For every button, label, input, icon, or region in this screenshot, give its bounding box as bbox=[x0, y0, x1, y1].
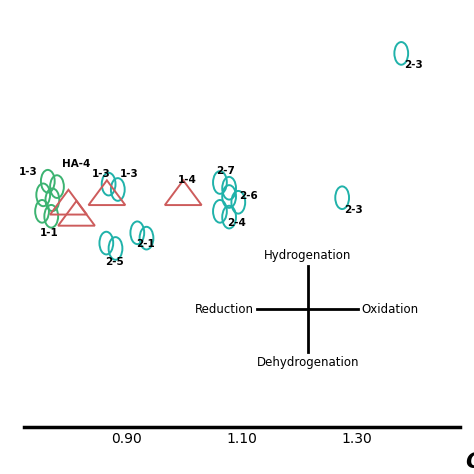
Text: Oxidation: Oxidation bbox=[361, 302, 418, 316]
Text: 2-7: 2-7 bbox=[216, 166, 235, 176]
Text: Hydrogenation: Hydrogenation bbox=[264, 249, 351, 263]
Text: 2-1: 2-1 bbox=[136, 239, 155, 249]
Text: 1-3: 1-3 bbox=[120, 169, 139, 179]
Text: 2-3: 2-3 bbox=[344, 205, 363, 215]
Text: Dehydrogenation: Dehydrogenation bbox=[256, 356, 359, 369]
Text: 2-3: 2-3 bbox=[404, 60, 423, 70]
Text: 2-5: 2-5 bbox=[105, 257, 124, 267]
Text: 1-1: 1-1 bbox=[40, 228, 58, 238]
Text: 1-4: 1-4 bbox=[177, 175, 196, 185]
Text: 2-6: 2-6 bbox=[239, 191, 258, 201]
Text: 1-3: 1-3 bbox=[91, 169, 110, 179]
Text: HA-4: HA-4 bbox=[62, 158, 91, 168]
Text: Reduction: Reduction bbox=[195, 302, 255, 316]
Text: 2-4: 2-4 bbox=[228, 219, 246, 228]
Text: O/: O/ bbox=[465, 451, 474, 471]
Text: 1-3: 1-3 bbox=[19, 167, 38, 177]
